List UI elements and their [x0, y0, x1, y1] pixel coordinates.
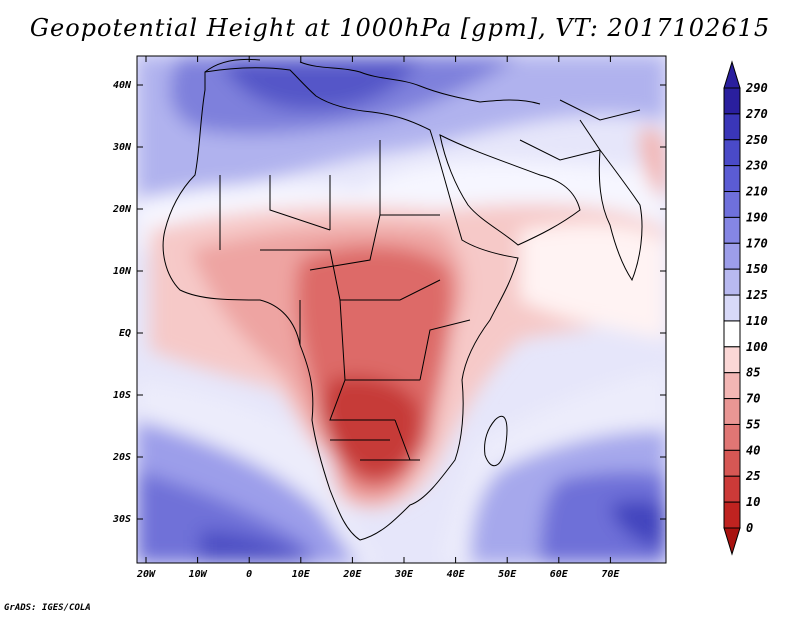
lat-label: 40N: [113, 80, 132, 91]
lon-label: 60E: [550, 569, 569, 580]
colorbar-label: 190: [746, 210, 768, 224]
colorbar-label: 0: [746, 521, 753, 535]
footer-credit: GrADS: IGES/COLA: [4, 603, 91, 613]
height-field: [137, 56, 666, 563]
colorbar-swatch: [723, 87, 741, 115]
lon-label: 10E: [292, 569, 311, 580]
colorbar-label: 110: [746, 314, 768, 328]
colorbar-label: 230: [745, 159, 768, 173]
colorbar-label: 40: [746, 443, 760, 457]
colorbar-swatch: [723, 216, 741, 244]
colorbar-swatch: [723, 191, 741, 218]
colorbar-label: 250: [745, 133, 768, 147]
colorbar-top-arrow: [723, 60, 741, 89]
colorbar-swatch: [723, 165, 741, 193]
lat-label: 30S: [112, 514, 131, 525]
lat-label: 20N: [112, 204, 132, 215]
colorbar-swatch: [723, 113, 741, 141]
colorbar-label: 55: [746, 417, 760, 431]
colorbar-swatch: [723, 139, 741, 167]
colorbar-swatch: [723, 501, 741, 529]
colorbar-label: 150: [746, 262, 768, 276]
lon-label: 30E: [394, 569, 414, 580]
coastlines: [162, 58, 643, 541]
colorbar-label: 25: [745, 469, 760, 483]
colorbar-swatch: [723, 242, 741, 270]
latitude-axis: 40N 30N 20N 10N EQ 10S 20S 30S: [112, 80, 666, 525]
colorbar-label: 270: [745, 107, 768, 121]
lon-label: 70E: [601, 569, 620, 580]
lat-label: 30N: [112, 142, 132, 153]
colorbar: 2902702502302101901701501251101008570554…: [723, 60, 768, 556]
colorbar-label: 85: [746, 366, 760, 380]
colorbar-swatch: [723, 294, 741, 322]
colorbar-swatch: [723, 475, 741, 503]
colorbar-bottom-arrow: [723, 527, 741, 556]
colorbar-swatch: [723, 449, 741, 477]
lat-label: 10S: [113, 390, 131, 401]
colorbar-label: 100: [746, 340, 768, 354]
longitude-axis: 20W 10W 0 10E 20E 30E 40E 50E 60E 70E: [136, 56, 620, 580]
colorbar-swatch: [723, 398, 741, 425]
lat-label: EQ: [119, 328, 131, 339]
chart-title: Geopotential Height at 1000hPa [gpm], VT…: [29, 14, 771, 42]
colorbar-label: 290: [745, 81, 768, 95]
colorbar-label: 125: [746, 288, 768, 302]
colorbar-swatch: [723, 320, 741, 348]
lat-label: 10N: [113, 266, 132, 277]
colorbar-swatch: [723, 346, 741, 374]
colorbar-label: 210: [745, 185, 768, 199]
lat-label: 20S: [112, 452, 131, 463]
lon-label: 20E: [342, 569, 362, 580]
colorbar-swatch: [723, 423, 741, 451]
map-area: [137, 56, 666, 563]
lon-label: 40E: [447, 569, 466, 580]
lon-label: 10W: [189, 569, 208, 580]
colorbar-label: 10: [746, 495, 760, 509]
colorbar-label: 70: [746, 392, 760, 406]
lon-label: 20W: [136, 569, 156, 580]
lon-label: 50E: [498, 569, 517, 580]
colorbar-swatch: [723, 372, 741, 400]
colorbar-swatch: [723, 268, 741, 296]
lon-label: 0: [246, 569, 252, 580]
map-frame: [136, 55, 667, 564]
colorbar-label: 170: [746, 236, 768, 250]
